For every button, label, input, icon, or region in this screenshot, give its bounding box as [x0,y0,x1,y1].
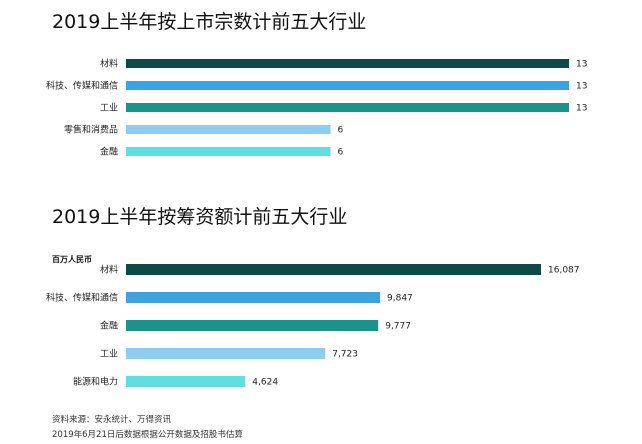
chart-1-value-label: 13 [576,60,587,70]
chart-1-value-label: 6 [337,126,343,136]
chart-1-value-label: 13 [576,104,587,114]
chart-1-category-label: 科技、传媒和通信 [46,80,118,92]
chart-2-category-label: 能源和电力 [73,376,118,388]
chart-1-category-label: 零售和消费品 [64,124,118,136]
chart-2-bar [126,376,246,387]
chart-1-value-label: 13 [576,82,587,92]
chart-2-value-label: 9,847 [387,294,413,304]
chart-1-plot: 材料 13 科技、传媒和通信 13 工业 13 零售和消费品 6 金融 6 [46,58,587,158]
chart-2-bar [126,320,379,331]
chart-1-value-label: 6 [337,148,343,158]
chart-2-bar [126,348,326,359]
chart-1-bar [126,59,569,68]
chart-2-category-label: 工业 [100,349,118,360]
chart-2-category-label: 科技、传媒和通信 [46,292,118,304]
chart-2-value-label: 7,723 [332,350,358,360]
chart-2-title: 2019上半年按筹资额计前五大行业 [52,206,348,228]
chart-1-bar [126,147,331,156]
chart-2-plot: 材料 16,087 科技、传媒和通信 9,847 金融 9,777 工业 7,723 能源和电力… [46,264,580,388]
chart-1-bar [126,125,331,134]
chart-1-category-label: 材料 [100,58,118,70]
chart-1-bar [126,81,569,90]
chart-2-unit-label: 百万人民币 [52,255,92,264]
chart-2-category-label: 材料 [100,264,118,276]
chart-1-title: 2019上半年按上市宗数计前五大行业 [52,11,367,33]
chart-1-category-label: 金融 [100,146,118,158]
chart-2-value-label: 9,777 [385,322,411,332]
source-footnote: 资料来源：安永统计、万得资讯 [52,415,172,425]
chart-1-bar [126,103,569,112]
estimate-footnote: 2019年6月21日后数据根据公开数据及招股书估算 [52,430,243,440]
chart-2-category-label: 金融 [100,320,118,332]
chart-1-category-label: 工业 [100,103,118,114]
chart-2-value-label: 16,087 [548,266,580,276]
chart-2-bar [126,292,381,303]
chart-2-bar [126,264,541,275]
chart-2-value-label: 4,624 [252,378,278,388]
